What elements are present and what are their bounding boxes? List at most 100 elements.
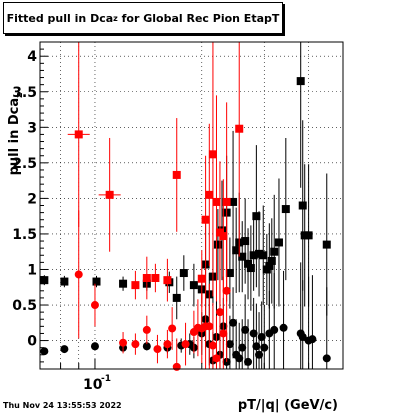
data-point [205, 322, 214, 331]
data-point [219, 329, 228, 338]
data-point [142, 325, 151, 334]
data-point [235, 124, 244, 133]
data-point [172, 170, 181, 179]
data-point [255, 350, 264, 359]
axes: 0 0.5 1 1.5 2 2.5 3 3.5 4 10-1 [12, 48, 344, 393]
data-point [279, 323, 288, 332]
data-point [119, 338, 128, 347]
data-point [244, 357, 253, 366]
grid [40, 42, 343, 369]
x-tick-label-exponent: -1 [101, 374, 111, 384]
y-tick-label: 3.5 [12, 85, 37, 101]
data-point [40, 276, 49, 285]
data-point [90, 301, 99, 310]
series-3 [74, 210, 231, 371]
data-point [260, 343, 269, 352]
data-point [131, 281, 140, 290]
data-point [249, 329, 258, 338]
chart-title-main: Fitted pull in Dca [6, 11, 114, 25]
data-point [270, 247, 279, 256]
data-point [60, 277, 69, 286]
y-tick-label: 0.5 [12, 298, 37, 314]
data-point [246, 264, 255, 273]
timestamp: Thu Nov 24 13:55:53 2022 [3, 401, 122, 410]
data-point [244, 259, 253, 268]
data-point [281, 205, 290, 214]
data-point [153, 345, 162, 354]
data-point [168, 324, 177, 333]
data-point [304, 231, 313, 240]
data-point [179, 269, 188, 278]
y-tick-label: 2.5 [12, 156, 37, 172]
data-point [252, 212, 261, 221]
chart-title: Fitted pull in Dca z for Global Rec Pion … [4, 3, 282, 33]
x-axis-label: pT/|q| (GeV/c) [238, 398, 338, 413]
chart-title-subscript: z [113, 13, 118, 23]
data-point [255, 249, 264, 258]
data-point [197, 274, 206, 283]
data-marks [40, 42, 331, 371]
data-point [151, 274, 160, 283]
data-point [296, 77, 305, 86]
data-point [298, 201, 307, 210]
y-tick-label: 2 [27, 191, 37, 207]
data-point [249, 251, 258, 260]
data-point [181, 340, 190, 349]
data-point [40, 347, 49, 356]
data-point [241, 325, 250, 334]
data-point [322, 240, 331, 249]
data-point [60, 345, 69, 354]
series-1 [67, 42, 244, 309]
y-tick-label: 4 [27, 49, 37, 65]
data-point [142, 342, 151, 351]
data-point [163, 276, 172, 285]
data-point [225, 340, 234, 349]
y-tick-label: 1.5 [12, 227, 37, 243]
data-point [274, 238, 283, 247]
data-point [308, 335, 317, 344]
data-point [222, 197, 231, 206]
data-point [219, 232, 228, 241]
data-point [238, 252, 247, 261]
data-point [142, 274, 151, 283]
y-axis-label-main: pull in Dca [7, 98, 22, 176]
data-point [259, 251, 268, 260]
y-axis-label: pull in Dcaz [7, 93, 25, 176]
data-point [222, 286, 231, 295]
data-point [265, 261, 274, 270]
data-point [189, 281, 198, 290]
data-point [90, 342, 99, 351]
data-point [74, 130, 83, 139]
data-point [267, 256, 276, 265]
data-point [119, 279, 128, 288]
data-point [270, 325, 279, 334]
data-point [229, 197, 238, 206]
series-0 [40, 42, 331, 320]
plot-frame [39, 41, 344, 370]
data-point [298, 333, 307, 342]
data-point [208, 150, 217, 159]
data-point [172, 362, 181, 371]
data-point [212, 354, 221, 363]
data-point [172, 293, 181, 302]
data-point [201, 215, 210, 224]
chart-title-tail: for Global Rec Pion EtapT [117, 11, 280, 25]
data-point [163, 340, 172, 349]
data-point [74, 270, 83, 279]
data-point [235, 354, 244, 363]
y-axis-label-subscript: z [15, 93, 25, 98]
data-point [215, 308, 224, 317]
y-tick-label: 0 [27, 334, 37, 350]
data-point [257, 333, 266, 342]
data-point [238, 343, 247, 352]
data-point [212, 197, 221, 206]
data-point [92, 277, 101, 286]
data-point [205, 190, 214, 199]
y-tick-label: 1 [27, 262, 37, 278]
data-point [213, 240, 222, 249]
y-tick-label: 3 [27, 120, 37, 136]
x-tick-label: 10 [83, 377, 103, 393]
data-point [131, 340, 140, 349]
data-point [208, 341, 217, 350]
